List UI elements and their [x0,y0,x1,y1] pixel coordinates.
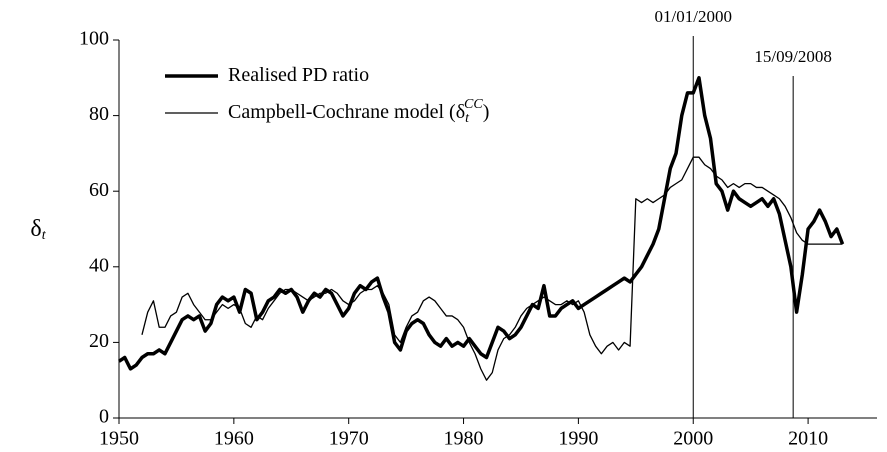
y-tick-label: 100 [79,28,109,50]
legend-name-superscript: CC [464,97,483,112]
legend-name-subscript: t [465,111,470,126]
x-tick-label: 1970 [329,428,369,450]
x-tick-label: 1980 [444,428,484,450]
y-label-subscript: t [42,228,47,243]
x-tick-label: 2010 [788,428,828,450]
x-tick-label: 1990 [558,428,598,450]
x-tick-label: 1950 [99,428,139,450]
y-tick-label: 20 [89,330,109,352]
series-line [118,76,845,371]
x-tick-label: 2000 [673,428,713,450]
y-tick-label: 40 [89,254,109,276]
x-tick-label: 1960 [214,428,254,450]
y-tick-label: 0 [99,406,109,428]
event-label: 15/09/2008 [754,47,831,66]
event-label: 01/01/2000 [655,7,732,26]
legend-name-end: ) [483,101,490,123]
legend-label: Realised PD ratio [228,64,369,86]
y-label-symbol: δ [30,216,41,242]
legend-label: Campbell-Cochrane model (δtCC) [228,97,489,126]
legend-name: Campbell-Cochrane model (δ [228,101,465,123]
y-axis-label: δt [30,216,46,244]
legend-name: Realised PD ratio [228,64,369,86]
series-line [141,156,843,381]
y-tick-label: 60 [89,179,109,201]
y-tick-label: 80 [89,103,109,125]
